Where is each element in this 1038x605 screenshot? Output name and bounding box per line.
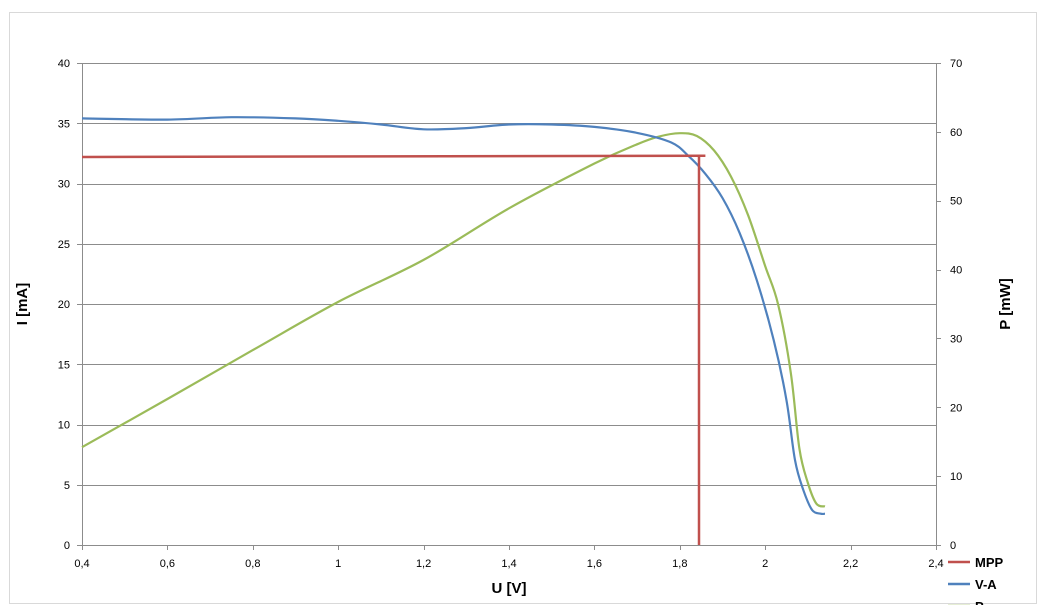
left-y-tick-label: 25 (58, 239, 70, 251)
right-y-tick-label: 40 (950, 265, 962, 277)
x-tick-label: 2 (762, 558, 768, 570)
x-tick-label: 0,6 (160, 558, 175, 570)
right-y-tick-label: 60 (950, 127, 962, 139)
right-y-tick-label: 30 (950, 333, 962, 345)
left-y-tick-label: 5 (64, 480, 70, 492)
left-y-tick-label: 0 (64, 540, 70, 552)
x-axis-title: U [V] (492, 580, 527, 597)
gridlines (82, 63, 936, 486)
x-tick-labels: 0,4 0,6 0,8 1 1,2 1,4 1,6 1,8 2 2,2 2,4 (74, 558, 943, 570)
left-y-tick-label: 40 (58, 58, 70, 70)
plot-area (77, 63, 941, 550)
chart-border (9, 12, 1037, 604)
right-y-tick-label: 20 (950, 402, 962, 414)
left-y-tick-labels: 0 5 10 15 20 25 30 35 40 (58, 58, 70, 552)
left-y-tick-label: 20 (58, 299, 70, 311)
right-y-tick-labels: 0 10 20 30 40 50 60 70 (950, 58, 962, 552)
legend: MPP V-A P (948, 555, 1004, 605)
right-y-tick-label: 0 (950, 540, 956, 552)
series-p-line (81, 132, 826, 508)
series-layer (81, 116, 826, 545)
x-tick-label: 1,6 (587, 558, 602, 570)
x-tick-label: 0,4 (74, 558, 89, 570)
right-y-axis-title: P [mW] (997, 278, 1014, 329)
x-tick-label: 1,8 (672, 558, 687, 570)
x-tick-label: 1 (335, 558, 341, 570)
series-v-a-line (81, 116, 826, 516)
right-y-tick-label: 50 (950, 196, 962, 208)
x-tick-label: 0,8 (245, 558, 260, 570)
legend-label-p: P (975, 599, 984, 605)
left-y-tick-label: 10 (58, 420, 70, 432)
left-y-tick-label: 35 (58, 118, 70, 130)
right-y-tick-label: 10 (950, 471, 962, 483)
x-tick-label: 1,4 (501, 558, 516, 570)
legend-label-v-a: V-A (975, 577, 997, 592)
x-tick-label: 2,2 (843, 558, 858, 570)
legend-label-mpp: MPP (975, 555, 1004, 570)
left-y-tick-label: 15 (58, 359, 70, 371)
left-y-axis-title: I [mA] (14, 283, 31, 326)
x-tick-label: 2,4 (928, 558, 943, 570)
x-tick-label: 1,2 (416, 558, 431, 570)
left-y-tick-label: 30 (58, 179, 70, 191)
right-y-tick-label: 70 (950, 58, 962, 70)
series-mpp-line (81, 154, 706, 159)
